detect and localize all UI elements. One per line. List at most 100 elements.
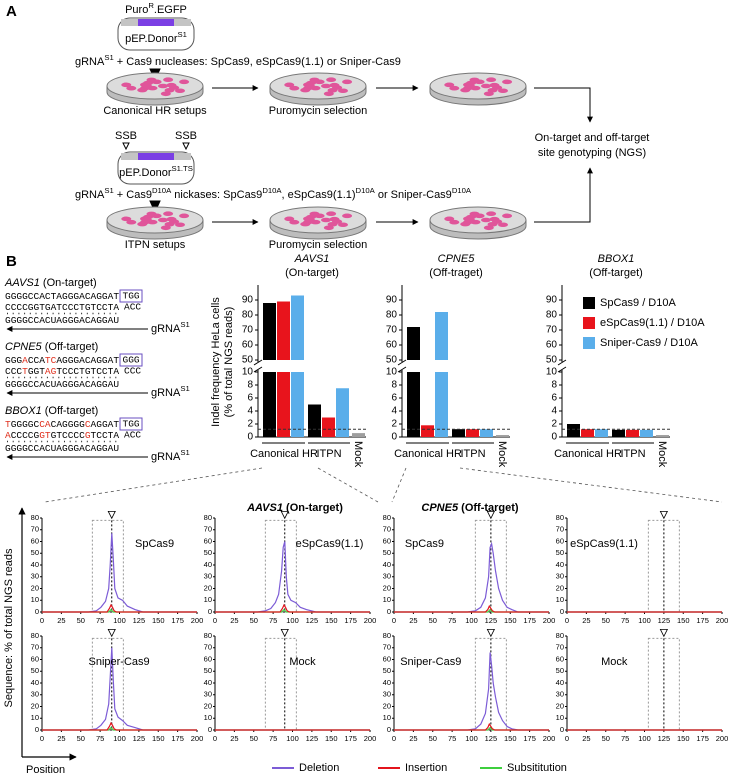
text-run: GGG xyxy=(5,355,22,366)
cell xyxy=(289,85,300,91)
text-run: CPNE5 xyxy=(421,502,459,514)
cell xyxy=(142,83,153,89)
text-run: nickases: SpCas9 xyxy=(171,189,262,201)
y-tick-label: 8 xyxy=(247,380,253,391)
y-tick-label: 0 xyxy=(247,432,253,443)
y-tick-label: 30 xyxy=(204,690,212,699)
insertion-line xyxy=(394,722,549,731)
cell xyxy=(486,77,497,82)
y-tick-label: 10 xyxy=(383,713,391,722)
deletion-line xyxy=(215,541,370,613)
bar xyxy=(322,417,335,437)
x-tick-label: 25 xyxy=(230,734,238,743)
cell xyxy=(483,91,494,97)
y-tick-label: 80 xyxy=(242,310,254,321)
target-window xyxy=(264,637,297,731)
text-run: BBOX1 xyxy=(5,405,42,417)
chart-title: BBOX1 xyxy=(598,253,635,265)
target-window xyxy=(647,637,680,731)
cell xyxy=(300,87,311,93)
insertion-line xyxy=(42,603,197,613)
cell xyxy=(465,83,476,89)
axis-break xyxy=(557,366,567,373)
text-run: S1 xyxy=(104,53,113,62)
grna-label: gRNAS1 xyxy=(151,384,190,399)
y-tick-label: 50 xyxy=(546,355,558,366)
target-window xyxy=(91,637,124,731)
cell xyxy=(337,222,348,228)
axis-break xyxy=(397,359,407,366)
y-tick-label: 50 xyxy=(556,666,564,675)
cell xyxy=(163,211,174,216)
insertion-line xyxy=(42,721,197,731)
dish-top xyxy=(269,72,367,100)
y-tick-label: 90 xyxy=(386,295,398,306)
y-tick-label: 10 xyxy=(204,595,212,604)
dish-top xyxy=(106,206,204,234)
text-run: gRNA xyxy=(75,189,105,201)
text-run: (On-target) xyxy=(40,277,97,289)
text-run: A xyxy=(5,430,11,441)
axis-break xyxy=(397,366,407,373)
grna-seq: GGGGCCACUAGGGACAGGAU xyxy=(5,379,119,390)
cell xyxy=(489,82,500,88)
y-tick-label: 50 xyxy=(386,355,398,366)
bar xyxy=(435,312,448,360)
cell xyxy=(460,87,471,93)
y-tick-label: 10 xyxy=(546,367,558,378)
panel-name: Mock xyxy=(289,656,316,668)
text-run: AGGAT xyxy=(91,419,120,430)
y-tick-label: 30 xyxy=(383,572,391,581)
y-tick-label: 50 xyxy=(31,548,39,557)
y-tick-label: 20 xyxy=(383,583,391,592)
cell xyxy=(179,79,190,85)
x-tick-label: 25 xyxy=(409,734,417,743)
x-tick-label: 50 xyxy=(77,616,85,625)
pam: TGG xyxy=(123,419,140,430)
group-label: Canonical HR xyxy=(554,448,622,460)
x-axis-label: Position xyxy=(26,764,65,776)
setup-label: Puromycin selection xyxy=(269,105,367,117)
x-tick-label: 0 xyxy=(565,734,569,743)
cut-marker xyxy=(107,510,116,520)
y-tick-label: 60 xyxy=(546,340,558,351)
y-tick-label: 30 xyxy=(31,572,39,581)
group-label: Canonical HR xyxy=(250,448,318,460)
text-run: D10A xyxy=(356,186,376,195)
y-tick-label: 10 xyxy=(204,713,212,722)
bar xyxy=(595,429,608,437)
text-run: T xyxy=(22,366,28,377)
ssb-label: SSB xyxy=(115,130,137,142)
legend-label: eSpCas9(1.1) / D10A xyxy=(600,317,705,329)
bar xyxy=(466,429,479,437)
y-tick-label: 60 xyxy=(383,654,391,663)
legend-label: Insertion xyxy=(405,762,447,774)
x-tick-label: 100 xyxy=(113,734,126,743)
cell xyxy=(321,217,331,223)
cell xyxy=(121,216,132,222)
grna-label: gRNAS1 xyxy=(151,448,190,463)
bar xyxy=(480,429,493,437)
text-run: S1 xyxy=(177,30,186,39)
cell xyxy=(444,216,455,222)
cut-marker xyxy=(280,628,289,638)
cell xyxy=(342,213,353,219)
x-tick-label: 50 xyxy=(602,616,610,625)
y-tick-label: 60 xyxy=(31,536,39,545)
y-tick-label: 50 xyxy=(204,548,212,557)
x-tick-label: 25 xyxy=(582,616,590,625)
y-tick-label: 40 xyxy=(31,560,39,569)
cell xyxy=(449,85,460,91)
cell xyxy=(166,82,177,88)
cell xyxy=(146,77,157,83)
y-tick-label: 4 xyxy=(551,406,557,417)
x-tick-label: 50 xyxy=(250,616,258,625)
cell xyxy=(481,217,491,223)
dna-top: GGGACCATCAGGGACAGGAT xyxy=(5,355,119,366)
chart-title: CPNE5 xyxy=(438,253,476,265)
cell xyxy=(121,82,132,88)
x-tick-label: 75 xyxy=(269,616,277,625)
plasmid-cassette xyxy=(138,153,174,160)
pam: TGG xyxy=(123,291,140,302)
y-tick-label: 0 xyxy=(387,607,391,616)
